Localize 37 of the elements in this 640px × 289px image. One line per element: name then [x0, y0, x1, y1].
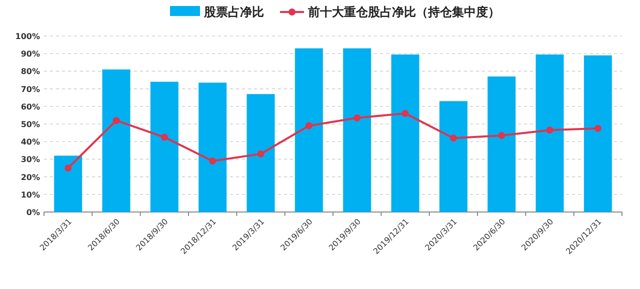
bar	[536, 54, 564, 212]
point	[257, 150, 264, 158]
y-tick-label: 80%	[20, 67, 40, 76]
y-tick-label: 100%	[15, 32, 40, 41]
y-tick-label: 10%	[20, 190, 40, 200]
point	[498, 132, 506, 139]
point	[402, 110, 409, 117]
point	[546, 126, 554, 134]
bar	[439, 101, 468, 212]
bar	[294, 48, 323, 212]
point	[354, 114, 361, 122]
y-tick-label: 30%	[20, 155, 40, 164]
y-tick-label: 60%	[20, 102, 40, 112]
y-tick-label: 20%	[20, 172, 40, 182]
bar	[150, 82, 178, 212]
bar	[198, 82, 227, 212]
legend-label: 前十大重仓股占净比（持仓集中度）	[307, 5, 500, 19]
bar	[102, 69, 130, 212]
y-tick-label: 0%	[26, 208, 40, 217]
point	[64, 164, 72, 172]
point	[160, 134, 168, 141]
bar	[391, 54, 420, 212]
legend-label: 股票占净比	[203, 5, 264, 19]
point	[305, 122, 312, 130]
point	[209, 157, 216, 164]
point	[450, 134, 457, 142]
y-tick-label: 90%	[20, 50, 40, 59]
bar	[343, 48, 372, 212]
bar	[54, 156, 82, 212]
bar	[488, 76, 516, 212]
y-tick-label: 70%	[20, 84, 40, 94]
bar	[246, 94, 275, 212]
y-tick-label: 40%	[20, 138, 40, 147]
y-tick-label: 50%	[20, 120, 40, 129]
bar	[584, 55, 612, 212]
point	[112, 116, 120, 124]
point	[594, 124, 602, 132]
